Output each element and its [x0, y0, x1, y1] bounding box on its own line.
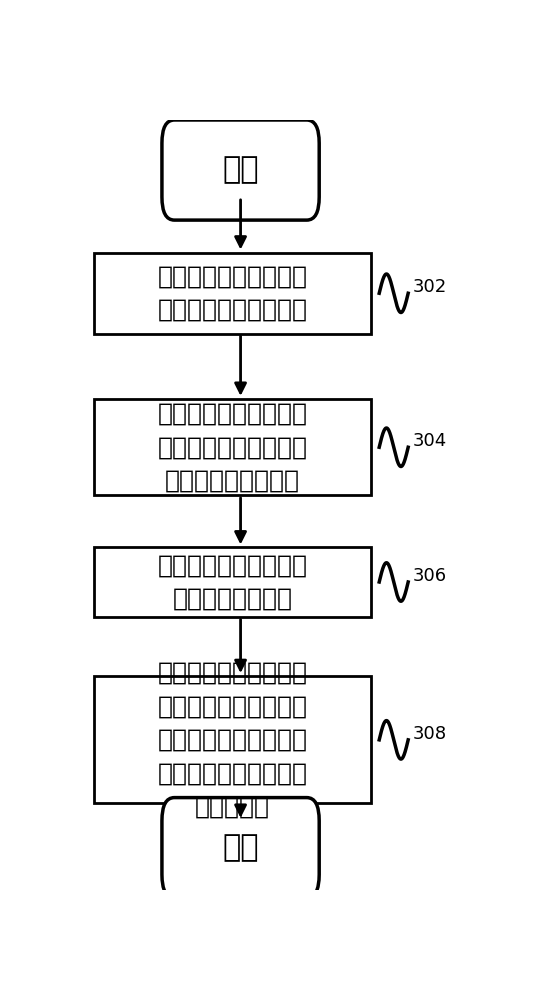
Bar: [93, 399, 371, 495]
Bar: [93, 547, 371, 617]
Bar: [93, 253, 371, 334]
Text: 判断空气净化器的噪音
设定是否发生变化: 判断空气净化器的噪音 设定是否发生变化: [158, 553, 307, 611]
FancyBboxPatch shape: [162, 798, 319, 898]
Text: 空气净化器检测到空调
器的噪音设定发生变化: 空气净化器检测到空调 器的噪音设定发生变化: [158, 264, 307, 322]
Text: 306: 306: [413, 567, 447, 585]
Text: 304: 304: [413, 432, 447, 450]
Text: 308: 308: [413, 725, 447, 743]
Text: 在空气净化器的噪音设
定发生变化时，发送噪
音设定给空调器，以供
空调器根据变化后的噪
音设定运行: 在空气净化器的噪音设 定发生变化时，发送噪 音设定给空调器，以供 空调器根据变化…: [158, 661, 307, 819]
FancyBboxPatch shape: [162, 120, 319, 220]
Text: 开始: 开始: [222, 156, 259, 185]
Text: 空气净化器读取空调器
的噪音设定，并按照空
调器的噪音设定运行: 空气净化器读取空调器 的噪音设定，并按照空 调器的噪音设定运行: [158, 402, 307, 493]
Bar: [93, 676, 371, 803]
Text: 结束: 结束: [222, 833, 259, 862]
Text: 302: 302: [413, 278, 447, 296]
